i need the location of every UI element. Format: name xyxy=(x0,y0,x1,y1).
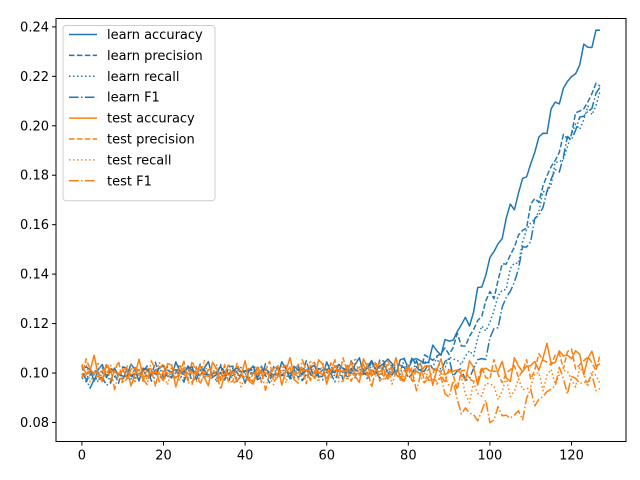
x-tick-label: 40 xyxy=(237,449,254,464)
series-line-learn-recall xyxy=(81,90,601,384)
x-tick-label: 80 xyxy=(400,449,417,464)
y-tick-label: 0.08 xyxy=(20,416,49,431)
series-line-test-precision xyxy=(81,348,601,391)
legend-label-learn-recall: learn recall xyxy=(107,70,179,85)
x-tick-label: 60 xyxy=(318,449,335,464)
x-tick-label: 120 xyxy=(559,449,584,464)
legend-label-test-recall: test recall xyxy=(107,153,172,168)
x-tick-label: 100 xyxy=(478,449,503,464)
y-tick-label: 0.24 xyxy=(20,20,49,35)
y-tick-label: 0.14 xyxy=(20,268,49,283)
legend-label-learn-f1: learn F1 xyxy=(107,91,160,106)
legend-label-test-f1: test F1 xyxy=(107,174,152,189)
y-tick-label: 0.22 xyxy=(20,70,49,85)
x-axis: 0 20 40 60 80 100 120 xyxy=(78,441,584,464)
legend-label-learn-accuracy: learn accuracy xyxy=(107,28,203,43)
y-tick-label: 0.10 xyxy=(20,367,49,382)
y-tick-label: 0.20 xyxy=(20,119,49,134)
x-tick-label: 0 xyxy=(78,449,86,464)
legend-box xyxy=(62,25,216,202)
legend-label-test-accuracy: test accuracy xyxy=(107,112,195,127)
y-tick-label: 0.16 xyxy=(20,218,49,233)
x-tick-label: 20 xyxy=(155,449,172,464)
series-line-test-f1 xyxy=(81,358,601,424)
series-layer xyxy=(81,29,601,424)
legend: learn accuracy learn precision learn recal… xyxy=(62,25,216,202)
y-axis: 0.08 0.10 0.12 0.14 0.16 0.18 0.20 0.22 0.24 xyxy=(20,20,56,431)
series-line-test-recall xyxy=(81,356,601,404)
legend-label-test-precision: test precision xyxy=(107,133,195,148)
legend-label-learn-precision: learn precision xyxy=(107,49,203,64)
y-tick-label: 0.12 xyxy=(20,317,49,332)
plot-frame xyxy=(55,18,627,442)
y-tick-label: 0.18 xyxy=(20,169,49,184)
